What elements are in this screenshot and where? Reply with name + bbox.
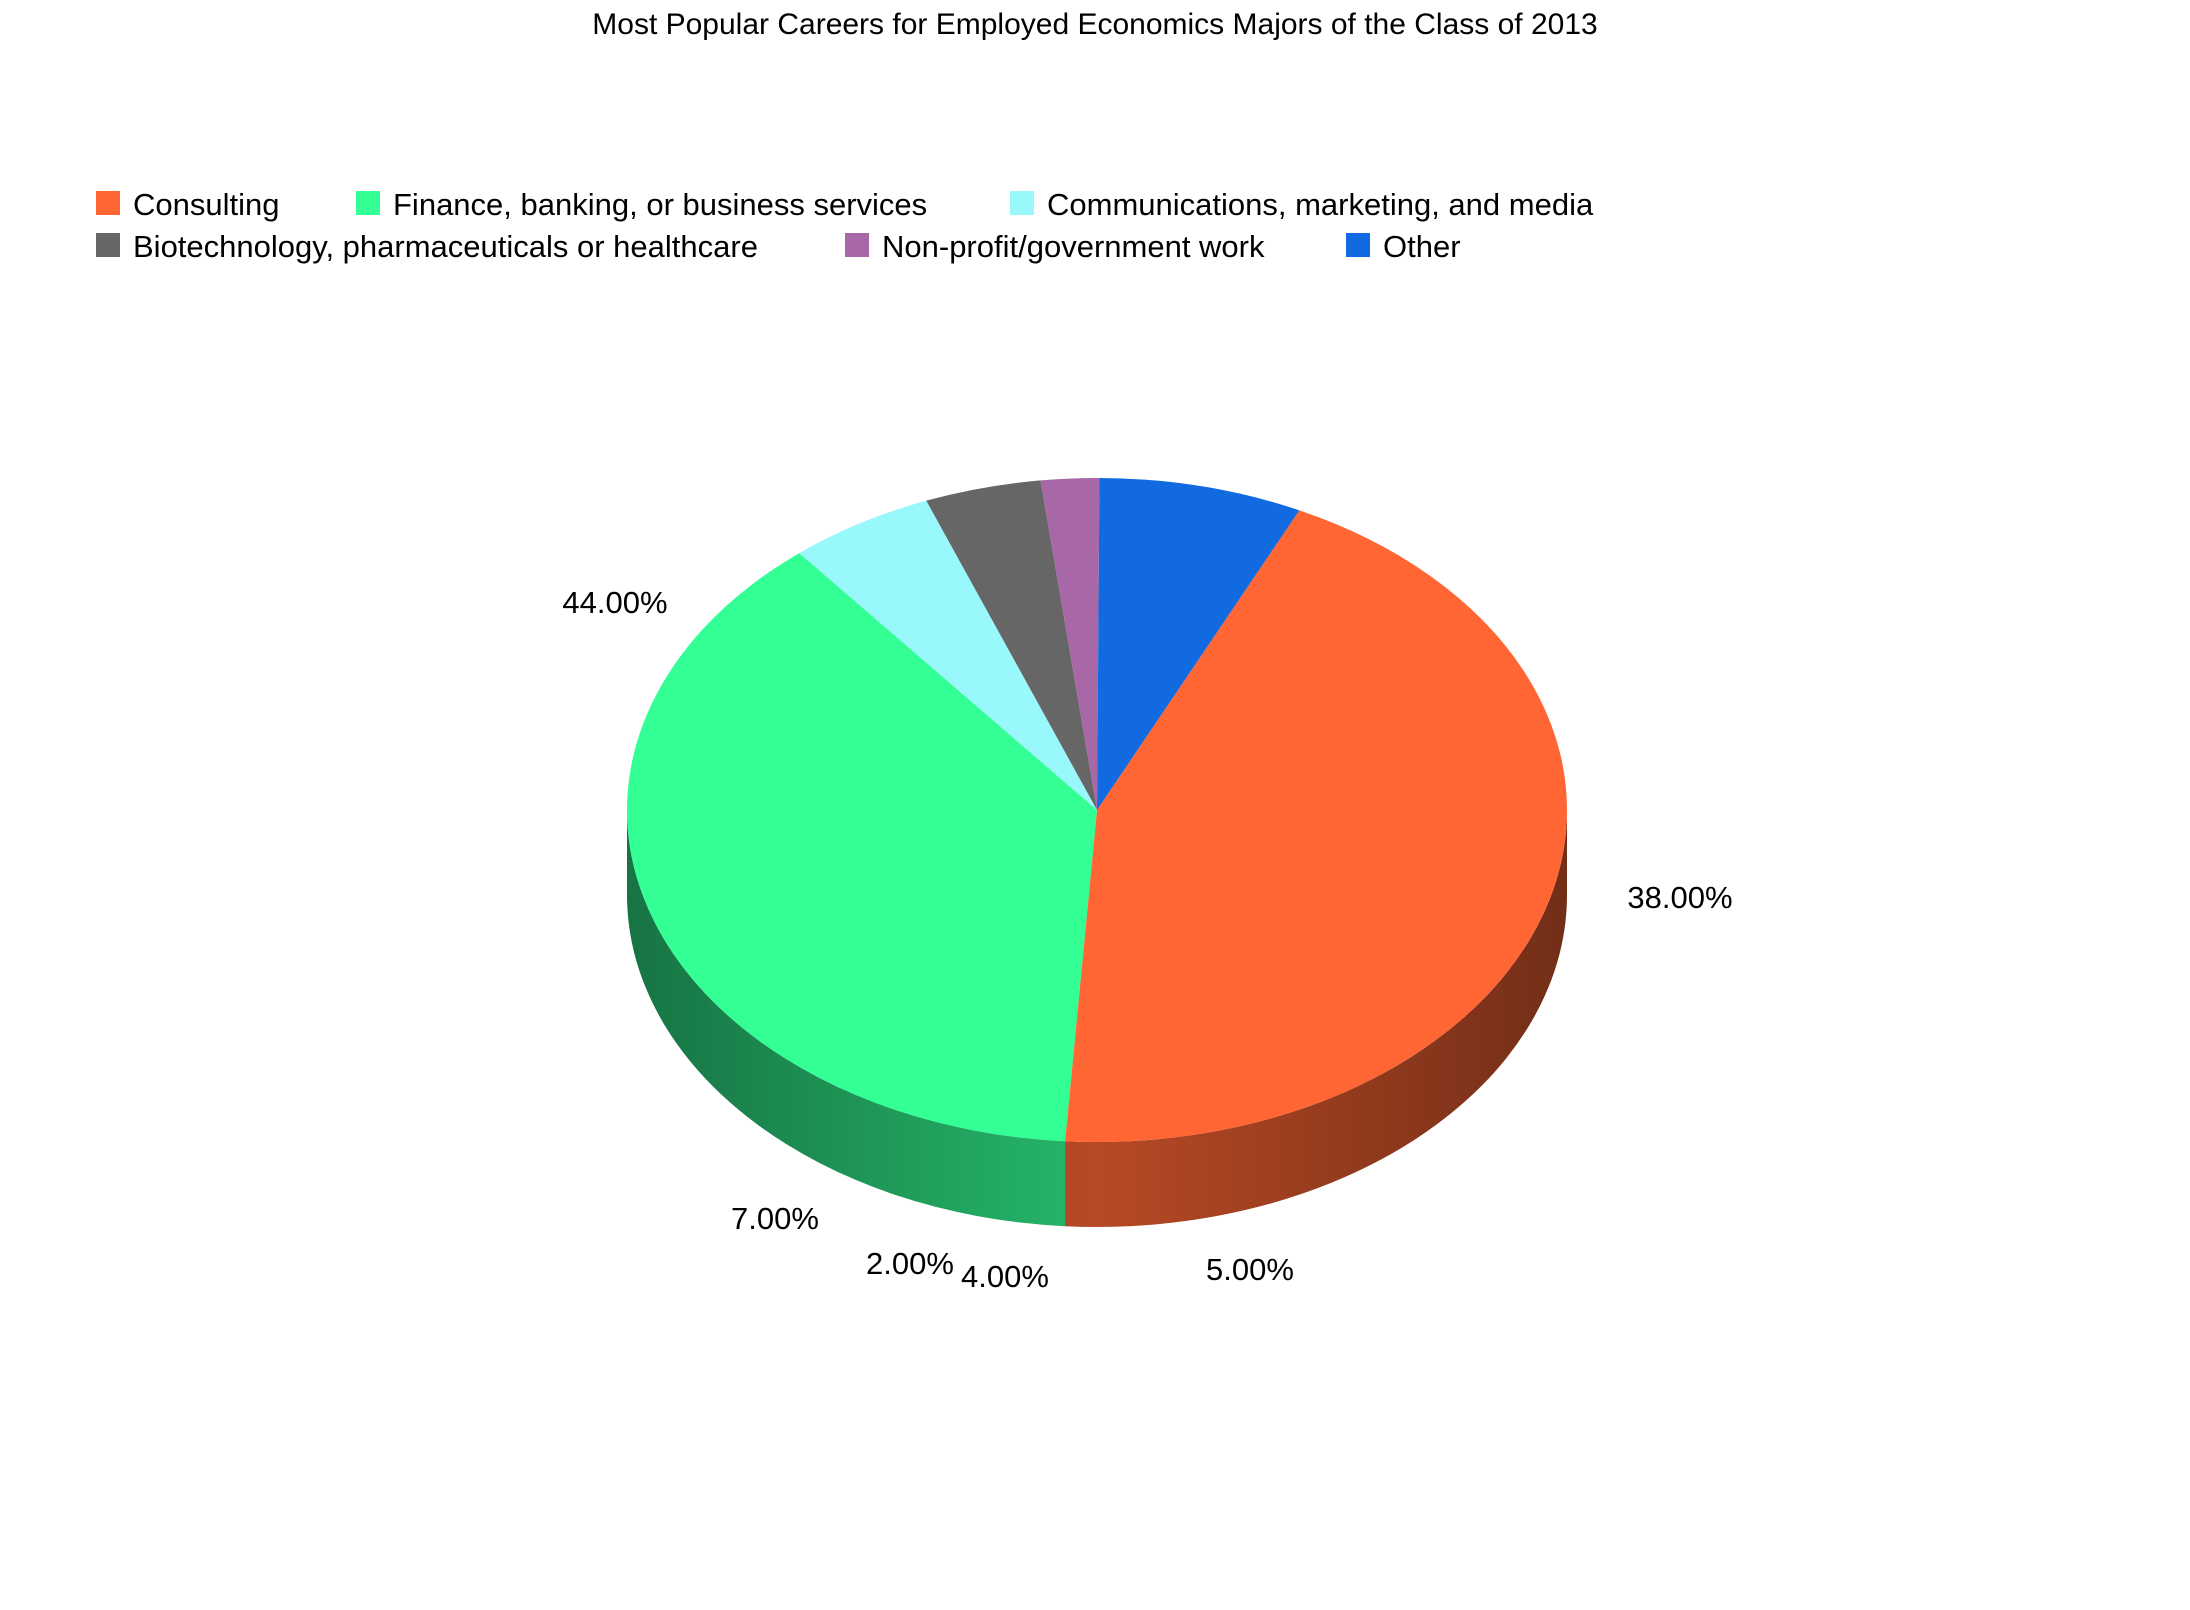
legend-label: Non-profit/government work <box>882 229 1265 264</box>
legend-item-finance-banking-or-business-services: Finance, banking, or business services <box>356 187 927 222</box>
slice-communications-marketing-and-media <box>799 500 1097 810</box>
slice-label-biotechnology-pharmaceuticals-or-healthcare: 4.00% <box>961 1259 1049 1294</box>
legend-swatch <box>1010 191 1034 215</box>
legend-label: Communications, marketing, and media <box>1047 187 1594 222</box>
slice-labels: 44.00% 38.00% 5.00% 4.00%2.00% 7.00% <box>562 585 1732 1294</box>
slice-label-finance-banking-or-business-services: 38.00% <box>1627 880 1732 915</box>
slice-side-consulting <box>1065 810 1567 1227</box>
slice-label-other: 7.00% <box>731 1201 819 1236</box>
legend-swatch <box>356 191 380 215</box>
slice-non-profit-government-work <box>1040 478 1100 810</box>
legend: Consulting Finance, banking, or business … <box>96 187 1594 264</box>
legend-swatch <box>96 233 120 257</box>
legend-label: Biotechnology, pharmaceuticals or health… <box>133 229 758 264</box>
legend-item-consulting: Consulting <box>96 187 279 222</box>
legend-swatch <box>96 191 120 215</box>
legend-item-other: Other <box>1346 229 1461 264</box>
legend-label: Other <box>1383 229 1461 264</box>
pie-top <box>626 478 1567 1142</box>
slice-label-non-profit-government-work: 2.00% <box>866 1246 954 1281</box>
legend-label: Consulting <box>133 187 279 222</box>
pie-sides <box>627 810 1567 1227</box>
slice-label-communications-marketing-and-media: 5.00% <box>1206 1252 1294 1287</box>
slice-finance-banking-or-business-services <box>626 553 1097 1142</box>
slice-consulting <box>1065 510 1567 1142</box>
legend-item-communications-marketing-and-media: Communications, marketing, and media <box>1010 187 1594 222</box>
legend-item-biotechnology-pharmaceuticals-or-healthcare: Biotechnology, pharmaceuticals or health… <box>96 229 758 264</box>
slice-side-finance-banking-or-business-services <box>627 810 1066 1227</box>
legend-swatch <box>1346 233 1370 257</box>
legend-item-non-profit-government-work: Non-profit/government work <box>845 229 1265 264</box>
slice-biotechnology-pharmaceuticals-or-healthcare <box>926 480 1097 810</box>
slice-other <box>1097 478 1300 810</box>
chart-title: Most Popular Careers for Employed Econom… <box>592 8 1597 41</box>
slice-label-consulting: 44.00% <box>562 585 667 620</box>
legend-swatch <box>845 233 869 257</box>
legend-label: Finance, banking, or business services <box>393 187 927 222</box>
